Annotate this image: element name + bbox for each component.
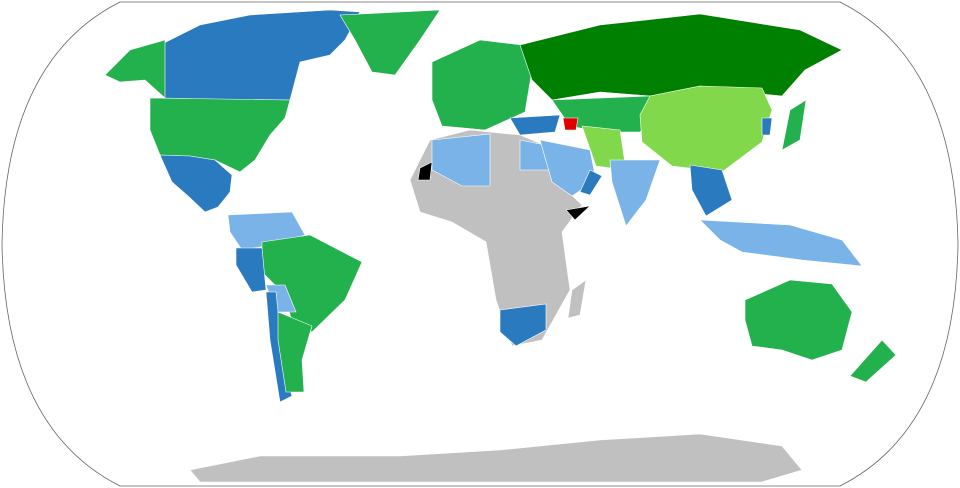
country-india[interactable] — [609, 159, 661, 227]
country-new-zealand[interactable] — [849, 339, 897, 383]
country-madagascar[interactable] — [567, 279, 587, 319]
country-usa[interactable] — [149, 97, 291, 173]
region-north-africa[interactable] — [431, 133, 491, 187]
region-antarctica[interactable] — [189, 433, 803, 483]
country-china[interactable] — [639, 85, 773, 173]
country-south-africa[interactable] — [499, 303, 547, 347]
region-africa[interactable] — [409, 129, 583, 347]
country-australia[interactable] — [744, 279, 853, 361]
country-canada[interactable] — [159, 9, 361, 101]
country-oman[interactable] — [579, 169, 603, 196]
country-argentina[interactable] — [277, 311, 313, 393]
country-russia[interactable] — [519, 13, 843, 101]
country-brazil[interactable] — [261, 234, 363, 333]
country-peru-ecuador[interactable] — [235, 247, 267, 293]
country-mexico-central-america[interactable] — [159, 154, 233, 213]
country-armenia-azerbaijan[interactable] — [562, 117, 579, 131]
region-europe[interactable] — [431, 39, 533, 131]
country-korea[interactable] — [761, 117, 773, 136]
country-alaska[interactable] — [104, 39, 166, 99]
country-greenland[interactable] — [339, 9, 441, 76]
country-somalia[interactable] — [565, 205, 591, 221]
country-western-sahara[interactable] — [417, 161, 433, 181]
country-japan[interactable] — [781, 99, 807, 151]
region-southeast-asia[interactable] — [689, 164, 733, 217]
region-indonesia[interactable] — [699, 219, 863, 267]
country-turkey[interactable] — [509, 114, 561, 136]
